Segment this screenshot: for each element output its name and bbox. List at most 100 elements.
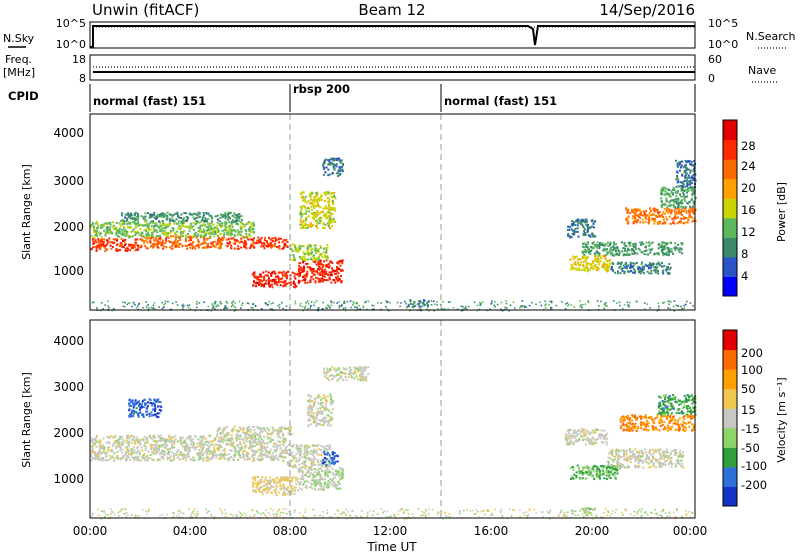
velocity-cell bbox=[125, 446, 128, 449]
velocity-cell bbox=[198, 449, 201, 451]
velocity-cell bbox=[273, 482, 276, 485]
velocity-cell bbox=[212, 446, 215, 449]
power-cell bbox=[310, 205, 313, 208]
power-ground-cell bbox=[582, 303, 584, 306]
velocity-cell bbox=[128, 450, 131, 452]
power-cell bbox=[327, 191, 330, 194]
power-cell bbox=[135, 224, 138, 227]
velocity-cell bbox=[209, 450, 212, 453]
velocity-cell bbox=[332, 478, 334, 481]
power-cell bbox=[692, 176, 695, 179]
power-cell bbox=[333, 279, 336, 282]
power-cell bbox=[587, 247, 590, 250]
velocity-cell bbox=[257, 457, 260, 460]
velocity-cell bbox=[251, 440, 254, 443]
power-cell bbox=[592, 260, 594, 263]
velocity-cell bbox=[281, 432, 284, 435]
power-cell bbox=[319, 246, 322, 249]
power-ground-cell bbox=[550, 300, 553, 303]
power-ground-cell bbox=[183, 305, 185, 307]
power-cell bbox=[256, 239, 259, 242]
velocity-cell bbox=[228, 449, 231, 452]
power-cell bbox=[286, 271, 288, 274]
power-cell bbox=[136, 230, 139, 233]
velocity-cell bbox=[228, 443, 231, 446]
power-cell bbox=[628, 242, 631, 245]
power-ground-cell bbox=[373, 304, 375, 307]
velocity-cell bbox=[90, 455, 93, 458]
power-cell bbox=[214, 246, 217, 249]
velocity-cell bbox=[253, 431, 256, 434]
power-cell bbox=[161, 220, 164, 222]
power-cell bbox=[687, 211, 690, 213]
velocity-cell bbox=[169, 437, 172, 440]
power-cell bbox=[268, 277, 270, 280]
power-cell bbox=[244, 224, 247, 227]
power-cell bbox=[625, 261, 627, 264]
power-cell bbox=[594, 235, 597, 238]
power-cell bbox=[587, 262, 590, 265]
power-cell bbox=[331, 218, 334, 221]
power-cell bbox=[333, 272, 336, 275]
power-cell bbox=[186, 247, 188, 250]
power-cell bbox=[202, 223, 205, 226]
power-cell bbox=[681, 243, 683, 246]
power-cell bbox=[597, 263, 600, 266]
power-cell bbox=[103, 229, 106, 232]
velocity-cell bbox=[152, 446, 155, 449]
power-cell bbox=[216, 224, 219, 227]
power-cell bbox=[194, 220, 197, 223]
power-cell bbox=[149, 241, 152, 244]
velocity-cell bbox=[223, 456, 225, 459]
velocity-cell bbox=[217, 454, 220, 457]
velocity-cell bbox=[259, 490, 262, 493]
power-ground-cell bbox=[531, 302, 533, 304]
power-cell bbox=[339, 159, 342, 162]
power-cell bbox=[626, 217, 629, 219]
power-cell bbox=[197, 215, 200, 218]
power-cell bbox=[299, 220, 302, 223]
power-cell bbox=[150, 245, 153, 248]
power-cell bbox=[232, 237, 235, 240]
power-cell bbox=[417, 300, 420, 303]
power-cell bbox=[668, 193, 671, 196]
velocity-cell bbox=[152, 452, 155, 455]
power-ground-cell bbox=[152, 307, 154, 310]
power-cell bbox=[196, 234, 199, 237]
power-cell bbox=[632, 221, 635, 224]
power-ground-cell bbox=[460, 305, 463, 308]
velocity-cell bbox=[111, 450, 114, 453]
velocity-cell bbox=[97, 453, 100, 456]
power-cell bbox=[305, 212, 307, 215]
velocity-cell bbox=[291, 479, 294, 482]
power-cell bbox=[591, 265, 594, 268]
power-cell bbox=[204, 246, 207, 249]
velocity-cell bbox=[287, 432, 290, 435]
velocity-cell bbox=[219, 427, 222, 429]
power-cell bbox=[616, 262, 619, 265]
power-cell bbox=[252, 221, 255, 224]
power-cell bbox=[662, 251, 664, 254]
power-cell bbox=[307, 258, 310, 261]
velocity-cell bbox=[119, 437, 122, 440]
velocity-cell bbox=[259, 479, 262, 481]
power-cell bbox=[633, 216, 636, 219]
power-cell bbox=[306, 281, 309, 284]
power-cell bbox=[689, 169, 692, 172]
power-cell bbox=[326, 211, 329, 214]
power-cell bbox=[200, 221, 202, 224]
power-cell bbox=[155, 229, 158, 232]
power-cell bbox=[332, 203, 335, 206]
power-cell bbox=[244, 236, 247, 239]
power-cell bbox=[324, 158, 327, 161]
velocity-cell bbox=[101, 458, 104, 461]
velocity-cell bbox=[243, 454, 245, 457]
nave-tick-bottom: 0 bbox=[708, 72, 715, 85]
velocity-cell bbox=[230, 439, 233, 442]
power-cell bbox=[189, 213, 192, 216]
velocity-cell bbox=[248, 425, 251, 428]
power-cell bbox=[302, 191, 305, 194]
power-ground-cell bbox=[343, 302, 345, 304]
power-ground-cell bbox=[355, 306, 358, 309]
power-cell bbox=[123, 233, 126, 236]
